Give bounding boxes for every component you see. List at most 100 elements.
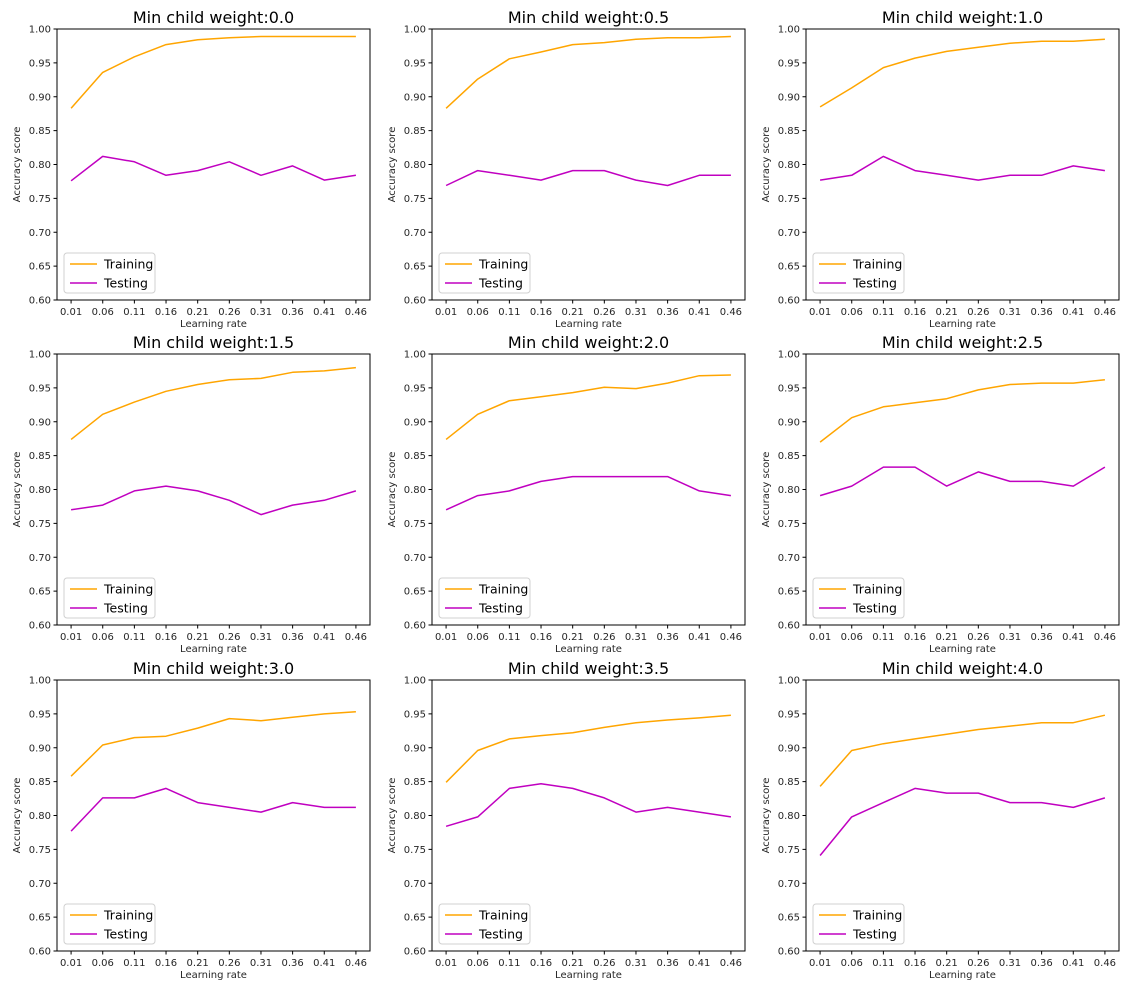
x-tick-label: 0.01 — [60, 632, 82, 643]
x-tick-label: 0.06 — [92, 958, 114, 969]
y-tick-label: 0.95 — [29, 383, 51, 394]
x-tick-label: 0.01 — [435, 958, 457, 969]
legend-label-training: Training — [852, 582, 902, 597]
y-tick-label: 0.60 — [404, 621, 426, 632]
y-tick-label: 0.75 — [404, 519, 426, 530]
y-tick-label: 0.90 — [29, 743, 51, 754]
x-tick-label: 0.11 — [498, 958, 520, 969]
series-line-training — [445, 35, 731, 109]
x-tick-label: 0.26 — [593, 307, 615, 318]
x-axis-label: Learning rate — [929, 970, 996, 981]
x-tick-label: 0.06 — [841, 632, 863, 643]
y-tick-label: 1.00 — [404, 676, 426, 687]
x-tick-label: 0.01 — [809, 307, 831, 318]
x-tick-label: 0.11 — [123, 632, 145, 643]
y-tick-label: 0.65 — [29, 587, 51, 598]
y-tick-label: 0.70 — [29, 553, 51, 564]
x-tick-label: 0.21 — [187, 958, 209, 969]
x-tick-label: 0.21 — [936, 632, 958, 643]
series-line-testing — [445, 782, 732, 828]
x-tick-label: 0.21 — [936, 307, 958, 318]
series-line-testing — [70, 155, 357, 182]
x-tick-label: 0.41 — [1062, 307, 1084, 318]
y-tick-label: 0.60 — [404, 296, 426, 307]
y-tick-label: 0.80 — [778, 485, 800, 496]
subplot-1: Min child weight:0.5 0.60 0.65 0.70 0.75 0.80… — [387, 8, 746, 330]
series-line-testing — [445, 169, 731, 187]
y-tick-label: 0.65 — [404, 262, 426, 273]
x-tick-label: 0.36 — [656, 307, 678, 318]
x-tick-label: 0.06 — [467, 307, 489, 318]
y-tick-label: 0.60 — [29, 947, 51, 958]
x-tick-label: 0.36 — [656, 632, 678, 643]
x-tick-label: 0.21 — [562, 632, 584, 643]
y-tick-label: 0.75 — [778, 845, 800, 856]
x-tick-label: 0.01 — [809, 632, 831, 643]
y-tick-label: 1.00 — [29, 350, 51, 361]
y-tick-label: 1.00 — [29, 676, 51, 687]
x-tick-label: 0.46 — [345, 958, 367, 969]
y-axis-label: Accuracy score — [761, 452, 772, 528]
y-tick-label: 0.90 — [404, 743, 426, 754]
x-tick-label: 0.41 — [688, 958, 710, 969]
x-tick-label: 0.06 — [92, 307, 114, 318]
x-axis-label: Learning rate — [180, 319, 247, 330]
legend-label-training: Training — [852, 257, 902, 272]
legend-label-training: Training — [852, 908, 902, 923]
y-tick-label: 0.90 — [404, 92, 426, 103]
x-tick-label: 0.36 — [281, 958, 303, 969]
y-axis-label: Accuracy score — [761, 127, 772, 203]
legend-label-testing: Testing — [103, 276, 148, 291]
x-tick-label: 0.01 — [809, 958, 831, 969]
x-tick-label: 0.46 — [720, 307, 742, 318]
x-tick-label: 0.41 — [313, 307, 335, 318]
x-tick-label: 0.06 — [467, 632, 489, 643]
y-tick-label: 0.95 — [29, 58, 51, 69]
x-tick-label: 0.26 — [967, 958, 989, 969]
y-tick-label: 0.75 — [778, 194, 800, 205]
y-axis-label: Accuracy score — [12, 127, 23, 203]
x-tick-label: 0.11 — [123, 307, 145, 318]
x-tick-label: 0.11 — [872, 307, 894, 318]
x-tick-label: 0.16 — [530, 632, 552, 643]
y-tick-label: 0.80 — [404, 811, 426, 822]
x-tick-label: 0.21 — [187, 632, 209, 643]
series-line-training — [445, 714, 731, 783]
legend: Training Testing — [438, 903, 531, 945]
series-line-training — [445, 374, 731, 440]
y-tick-label: 0.95 — [404, 709, 426, 720]
x-tick-label: 0.31 — [250, 307, 272, 318]
subplot-title: Min child weight:3.5 — [508, 659, 669, 678]
subplot-2: Min child weight:1.0 0.60 0.65 0.70 0.75 0.80… — [761, 8, 1120, 330]
plot-frame — [56, 28, 371, 301]
y-tick-label: 0.85 — [778, 451, 800, 462]
series-line-training — [819, 38, 1105, 108]
y-tick-label: 0.70 — [404, 553, 426, 564]
x-axis-label: Learning rate — [929, 319, 996, 330]
y-tick-label: 1.00 — [778, 676, 800, 687]
x-tick-label: 0.31 — [999, 632, 1021, 643]
series-line-testing — [819, 155, 1106, 181]
legend-label-testing: Testing — [478, 601, 523, 616]
x-axis-label: Learning rate — [555, 319, 622, 330]
y-tick-label: 0.80 — [778, 811, 800, 822]
y-tick-label: 0.90 — [778, 743, 800, 754]
y-tick-label: 0.95 — [778, 383, 800, 394]
y-tick-label: 1.00 — [778, 25, 800, 36]
x-tick-label: 0.01 — [435, 307, 457, 318]
y-tick-label: 0.90 — [29, 417, 51, 428]
x-tick-label: 0.26 — [218, 307, 240, 318]
y-tick-label: 0.85 — [404, 777, 426, 788]
subplot-title: Min child weight:1.5 — [133, 333, 294, 352]
y-tick-label: 0.85 — [29, 126, 51, 137]
series-line-training — [70, 35, 356, 109]
subplot-title: Min child weight:0.5 — [508, 8, 669, 27]
x-tick-label: 0.26 — [218, 958, 240, 969]
x-tick-label: 0.06 — [841, 958, 863, 969]
legend-label-training: Training — [103, 582, 153, 597]
subplot-5: Min child weight:2.5 0.60 0.65 0.70 0.75 0.80… — [761, 333, 1120, 655]
y-tick-label: 0.90 — [778, 92, 800, 103]
x-axis-label: Learning rate — [180, 644, 247, 655]
series-line-training — [70, 711, 356, 777]
